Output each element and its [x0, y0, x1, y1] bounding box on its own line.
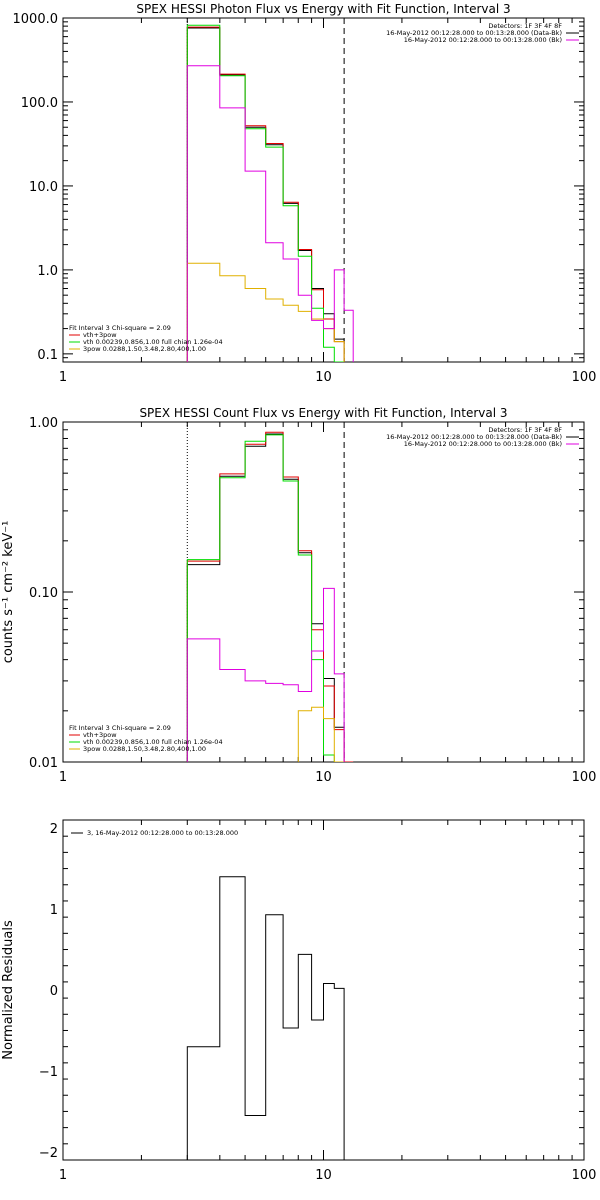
series-data-histogram: [186, 433, 354, 762]
count-flux-chart: SPEX HESSI Count Flux vs Energy with Fit…: [1, 406, 596, 785]
legend-left-entry: 3, 16-May-2012 00:12:28.000 to 00:13:28.…: [87, 829, 238, 837]
x-tick-label: 10: [315, 1168, 332, 1183]
x-tick-label: 10: [315, 370, 332, 385]
y-tick-label: 0.01: [29, 756, 58, 771]
series-data-histogram: [186, 27, 345, 362]
x-tick-label: 10: [315, 770, 332, 785]
y-tick-label: 2: [50, 822, 58, 837]
legend-right-entry: 16-May-2012 00:12:28.000 to 00:13:28.000…: [386, 29, 562, 37]
y-tick-label: 0.10: [29, 586, 58, 601]
legend-right-entry: 16-May-2012 00:12:28.000 to 00:13:28.000…: [404, 36, 562, 44]
residuals-chart: Normalized Residuals 1 10 100 −2 −1 0 1 2 3, 16-M…: [1, 819, 597, 1183]
series-bk-histogram: [186, 65, 354, 362]
photon-flux-chart: SPEX HESSI Photon Flux vs Energy with Fi…: [13, 2, 597, 385]
legend-right-entry: 16-May-2012 00:12:28.000 to 00:13:28.000…: [386, 433, 562, 441]
legend-left-entry: vth+3pow: [83, 331, 117, 339]
x-tick-label: 100: [572, 1168, 597, 1183]
y-tick-label: 1000.0: [13, 12, 59, 27]
legend-left-entry: vth 0.00239,0.856,1.00 full chian 1.26e-…: [83, 338, 223, 346]
y-tick-label: 10.0: [29, 180, 58, 195]
x-tick-label: 100: [572, 370, 597, 385]
x-tick-label: 1: [59, 1168, 67, 1183]
legend-left-entry: Fit Interval 3 Chi-square = 2.09: [69, 724, 171, 732]
chart-title: SPEX HESSI Photon Flux vs Energy with Fi…: [136, 2, 510, 16]
x-tick-label: 100: [572, 770, 597, 785]
legend-right-entry: Detectors: 1F 3F 4F 8F: [488, 22, 562, 30]
y-tick-label: 1: [50, 903, 58, 918]
y-tick-label: −1: [39, 1065, 58, 1080]
plot-area: [186, 431, 354, 762]
legend-right-entry: Detectors: 1F 3F 4F 8F: [488, 426, 562, 434]
legend-left-entry: vth 0.00239,0.856,1.00 full chian 1.26e-…: [83, 738, 223, 746]
series-vth-histogram: [186, 434, 345, 762]
y-tick-label: 0: [50, 984, 58, 999]
series-vth-3pow-histogram: [186, 431, 354, 762]
legend-left-entry: 3pow 0.0288,1.50,3.48,2.80,400,1.00: [83, 745, 206, 753]
chart-title: SPEX HESSI Count Flux vs Energy with Fit…: [139, 406, 507, 420]
series-3pow-histogram: [186, 262, 345, 362]
x-tick-label: 1: [59, 770, 67, 785]
y-tick-label: 100.0: [21, 96, 58, 111]
series-bk-histogram: [186, 587, 345, 762]
y-tick-label: −2: [39, 1146, 58, 1161]
series-3pow-histogram: [297, 706, 345, 762]
legend-right-entry: 16-May-2012 00:12:28.000 to 00:13:28.000…: [404, 440, 562, 448]
plot-area: [186, 876, 345, 1160]
series-3-16-may-2012-00-12-28-000-to-00-13-28-000-histogram: [186, 876, 345, 1160]
plot-area: [186, 24, 354, 362]
legend-left-entry: 3pow 0.0288,1.50,3.48,2.80,400,1.00: [83, 345, 206, 353]
legend-left-entry: Fit Interval 3 Chi-square = 2.09: [69, 324, 171, 332]
series-vth-3pow-histogram: [186, 26, 345, 362]
y-tick-label: 1.00: [29, 416, 58, 431]
y-axis-label: Normalized Residuals: [1, 920, 16, 1060]
y-tick-label: 0.1: [37, 348, 58, 363]
x-tick-label: 1: [59, 370, 67, 385]
y-tick-label: 1.0: [37, 264, 58, 279]
y-axis-label: counts s⁻¹ cm⁻² keV⁻¹: [1, 521, 16, 664]
legend-left-entry: vth+3pow: [83, 731, 117, 739]
